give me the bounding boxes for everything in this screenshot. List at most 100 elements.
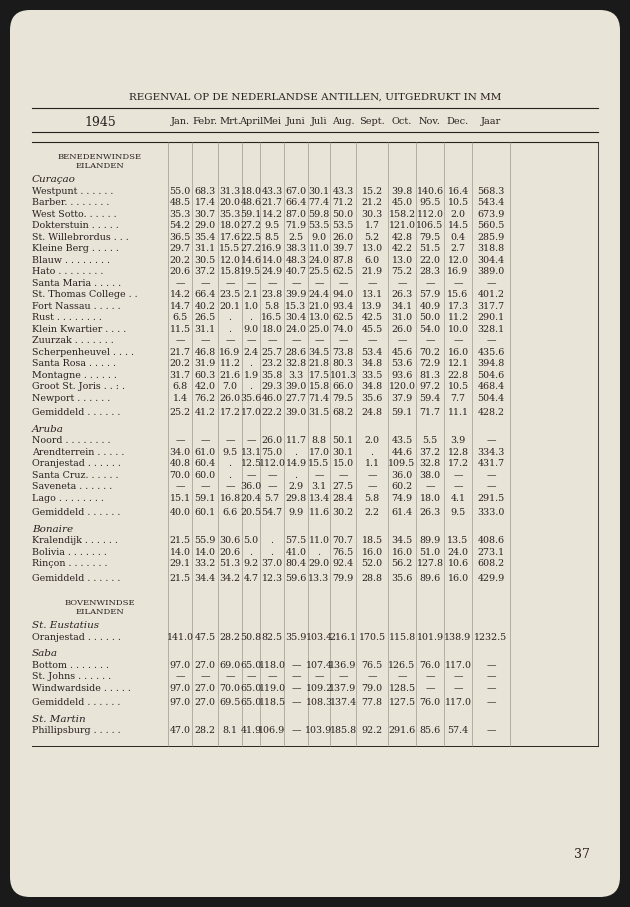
Text: —: — <box>291 698 301 707</box>
Text: 2.5: 2.5 <box>289 233 304 242</box>
Text: —: — <box>398 672 407 681</box>
Text: —: — <box>200 483 210 492</box>
Text: 118.5: 118.5 <box>258 698 285 707</box>
Text: 31.1: 31.1 <box>195 325 215 334</box>
Text: 21.6: 21.6 <box>219 371 241 380</box>
Text: 82.5: 82.5 <box>261 633 283 642</box>
Text: —: — <box>175 672 185 681</box>
Text: —: — <box>226 278 235 288</box>
Text: 59.4: 59.4 <box>420 394 440 403</box>
Text: —: — <box>367 336 377 346</box>
Text: .: . <box>249 359 253 368</box>
Text: 12.0: 12.0 <box>447 256 469 265</box>
Text: 36.0: 36.0 <box>391 471 413 480</box>
Text: 81.3: 81.3 <box>420 371 440 380</box>
Text: 47.5: 47.5 <box>195 633 215 642</box>
Text: 51.0: 51.0 <box>420 548 440 557</box>
Text: 17.3: 17.3 <box>447 302 469 311</box>
Text: —: — <box>314 336 324 346</box>
Text: Fort Nassau . . . . .: Fort Nassau . . . . . <box>32 302 120 311</box>
Text: Dec.: Dec. <box>447 118 469 126</box>
Text: 27.0: 27.0 <box>195 684 215 693</box>
Text: —: — <box>291 661 301 669</box>
Text: 27.5: 27.5 <box>333 483 353 492</box>
Text: 6.6: 6.6 <box>222 508 238 517</box>
Text: 71.4: 71.4 <box>309 394 329 403</box>
Text: 28.6: 28.6 <box>285 347 307 356</box>
Text: 20.0: 20.0 <box>219 199 241 208</box>
Text: 291.5: 291.5 <box>478 493 505 502</box>
Text: 25.2: 25.2 <box>169 408 190 417</box>
Text: 40.8: 40.8 <box>169 459 190 468</box>
Text: —: — <box>453 684 463 693</box>
Text: 2.1: 2.1 <box>244 290 258 299</box>
Text: —: — <box>226 336 235 346</box>
Text: 431.7: 431.7 <box>478 459 505 468</box>
Text: —: — <box>486 436 496 445</box>
Text: 35.6: 35.6 <box>362 394 382 403</box>
Text: 9.0: 9.0 <box>311 233 326 242</box>
Text: —: — <box>291 336 301 346</box>
Text: Bolivia . . . . . . .: Bolivia . . . . . . . <box>32 548 107 557</box>
Text: 43.5: 43.5 <box>391 436 413 445</box>
Text: 76.5: 76.5 <box>362 661 382 669</box>
Text: 47.0: 47.0 <box>169 727 190 736</box>
Text: —: — <box>486 471 496 480</box>
Text: 273.1: 273.1 <box>478 548 505 557</box>
Text: 50.8: 50.8 <box>241 633 261 642</box>
Text: Bottom . . . . . . .: Bottom . . . . . . . <box>32 661 109 669</box>
Text: 11.0: 11.0 <box>309 244 329 253</box>
Text: —: — <box>267 278 277 288</box>
Text: 16.9: 16.9 <box>219 347 241 356</box>
Text: 89.9: 89.9 <box>420 536 440 545</box>
Text: 138.9: 138.9 <box>444 633 472 642</box>
Text: 59.1: 59.1 <box>391 408 413 417</box>
Text: 41.0: 41.0 <box>285 548 307 557</box>
Text: —: — <box>367 471 377 480</box>
Text: EILANDEN: EILANDEN <box>76 608 124 616</box>
Text: 31.7: 31.7 <box>169 371 190 380</box>
Text: 35.3: 35.3 <box>219 210 241 219</box>
Text: 22.0: 22.0 <box>420 256 440 265</box>
Text: 106.5: 106.5 <box>416 221 444 230</box>
Text: 43.3: 43.3 <box>333 187 353 196</box>
Text: 21.8: 21.8 <box>309 359 329 368</box>
Text: 20.4: 20.4 <box>241 493 261 502</box>
Text: 33.2: 33.2 <box>195 560 215 569</box>
Text: 27.7: 27.7 <box>285 394 307 403</box>
Text: BOVENWINDSE: BOVENWINDSE <box>65 599 135 607</box>
Text: 43.3: 43.3 <box>261 187 283 196</box>
Text: 317.7: 317.7 <box>478 302 505 311</box>
Text: 70.7: 70.7 <box>333 536 353 545</box>
Text: 389.0: 389.0 <box>478 268 505 277</box>
Text: 76.5: 76.5 <box>333 548 353 557</box>
Text: 5.2: 5.2 <box>364 233 379 242</box>
Text: 62.5: 62.5 <box>333 268 353 277</box>
Text: 15.6: 15.6 <box>447 290 469 299</box>
Text: 37.2: 37.2 <box>420 448 440 457</box>
Text: —: — <box>367 483 377 492</box>
Text: 26.3: 26.3 <box>391 290 413 299</box>
Text: 34.4: 34.4 <box>195 574 215 583</box>
Text: 291.6: 291.6 <box>388 727 416 736</box>
Text: 1232.5: 1232.5 <box>474 633 508 642</box>
Text: 54.2: 54.2 <box>169 221 190 230</box>
Text: 140.6: 140.6 <box>416 187 444 196</box>
Text: 79.5: 79.5 <box>420 233 440 242</box>
Text: 17.2: 17.2 <box>447 459 469 468</box>
Text: Barber. . . . . . . .: Barber. . . . . . . . <box>32 199 110 208</box>
Text: 76.2: 76.2 <box>195 394 215 403</box>
Text: Aug.: Aug. <box>331 118 354 126</box>
Text: 16.0: 16.0 <box>447 574 469 583</box>
Text: 51.3: 51.3 <box>219 560 241 569</box>
Text: 97.0: 97.0 <box>169 698 190 707</box>
Text: 75.0: 75.0 <box>261 448 283 457</box>
Text: 14.2: 14.2 <box>261 210 282 219</box>
Text: 20.6: 20.6 <box>169 268 190 277</box>
Text: 30.1: 30.1 <box>333 448 353 457</box>
Text: 109.2: 109.2 <box>306 684 333 693</box>
Text: 120.0: 120.0 <box>389 382 416 391</box>
Text: 2.7: 2.7 <box>450 244 466 253</box>
Text: 108.3: 108.3 <box>306 698 333 707</box>
Text: 34.8: 34.8 <box>362 359 382 368</box>
